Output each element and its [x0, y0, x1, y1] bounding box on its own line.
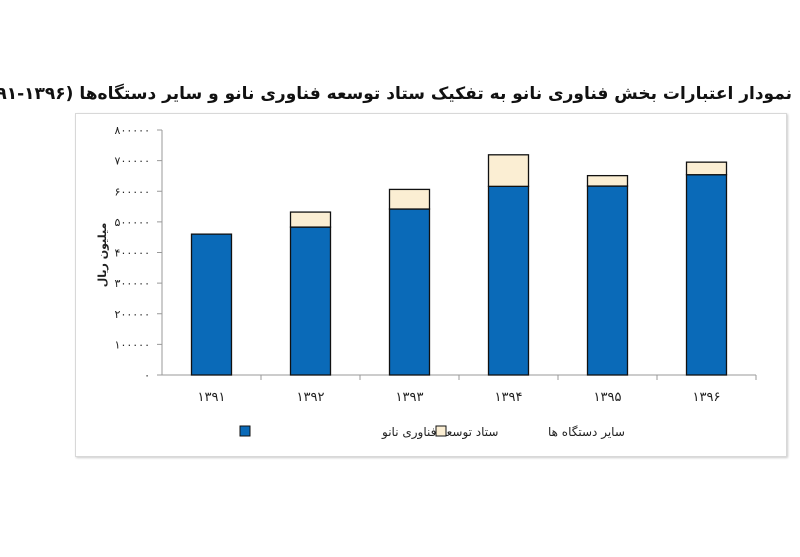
- legend-swatch-nano-headquarters: [239, 425, 251, 437]
- y-axis-label: میلیون ریال: [96, 223, 109, 288]
- bar-segment-other-agencies: [586, 174, 629, 187]
- y-tick-label: ۷۰۰۰۰۰: [115, 155, 150, 168]
- bar-segment-other-agencies: [289, 211, 332, 228]
- legend-label-other-agencies: سایر دستگاه ها: [548, 425, 625, 440]
- y-tick-label: ۵۰۰۰۰۰: [115, 216, 150, 229]
- y-tick-label: ۴۰۰۰۰۰: [115, 247, 150, 260]
- bar-segment-nano-headquarters: [685, 174, 728, 376]
- y-tick-label: ۱۰۰۰۰۰: [115, 338, 150, 351]
- chart-frame: [75, 113, 787, 457]
- x-tick-label: ۱۳۹۲: [297, 390, 325, 405]
- bar-segment-nano-headquarters: [289, 226, 332, 376]
- x-tick-label: ۱۳۹۵: [594, 390, 622, 405]
- bar-segment-other-agencies: [388, 188, 431, 210]
- x-tick-label: ۱۳۹۶: [693, 390, 721, 405]
- y-tick-label: ۰: [144, 369, 150, 382]
- x-tick-label: ۱۳۹۱: [198, 390, 226, 405]
- bar-segment-other-agencies: [487, 154, 530, 187]
- y-tick-label: ۸۰۰۰۰۰: [115, 124, 150, 137]
- y-tick-label: ۶۰۰۰۰۰: [115, 185, 150, 198]
- bar-segment-nano-headquarters: [586, 185, 629, 376]
- chart-title: نمودار اعتبارات بخش فناوری نانو به تفکیک…: [0, 84, 792, 104]
- bar-segment-other-agencies: [685, 161, 728, 176]
- y-tick-label: ۲۰۰۰۰۰: [115, 308, 150, 321]
- legend-swatch-other-agencies: [435, 425, 447, 437]
- x-tick-label: ۱۳۹۴: [495, 390, 523, 405]
- bar-segment-nano-headquarters: [190, 233, 233, 376]
- bar-segment-nano-headquarters: [487, 185, 530, 376]
- y-tick-label: ۳۰۰۰۰۰: [115, 277, 150, 290]
- x-tick-label: ۱۳۹۳: [396, 390, 424, 405]
- bar-segment-nano-headquarters: [388, 208, 431, 376]
